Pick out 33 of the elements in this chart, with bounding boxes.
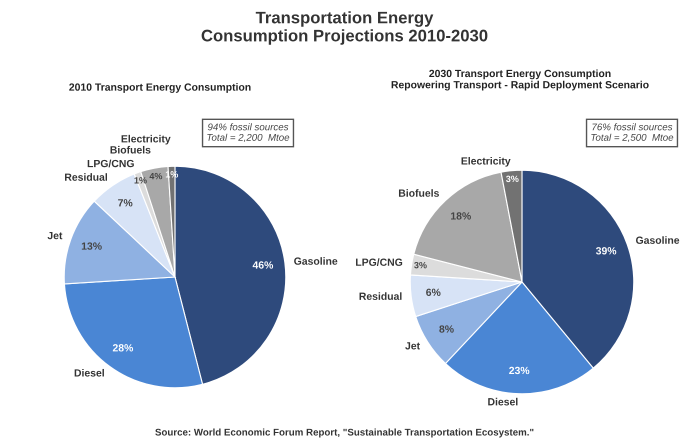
chart-subtitle: 2010 Transport Energy Consumption bbox=[69, 83, 251, 93]
slice-label: Biofuels bbox=[398, 189, 439, 197]
data-label: 39% bbox=[596, 247, 616, 255]
data-label: 18% bbox=[451, 212, 471, 220]
data-label: 1% bbox=[134, 177, 147, 184]
slice-label: Electricity bbox=[462, 156, 511, 167]
data-label: 28% bbox=[112, 344, 134, 352]
data-label: 3% bbox=[414, 262, 427, 268]
data-label: 46% bbox=[252, 261, 274, 269]
slice-label: Diesel bbox=[488, 398, 518, 406]
chart-subtitle: 2030 Transport Energy Consumption Repowering Transport - Rapid Deployment Scenario bbox=[392, 69, 649, 91]
data-label: 13% bbox=[82, 242, 102, 250]
slice-label: Jet bbox=[405, 342, 420, 350]
slice-label: Diesel bbox=[74, 368, 104, 377]
slice-label: LPG/CNG bbox=[356, 258, 402, 266]
data-label: 4% bbox=[150, 172, 162, 180]
source-note: Source: World Economic Forum Report, "Sustainable Transportation Ecosystem." bbox=[155, 428, 534, 438]
text: 76% fossil sources Total = 2,500 Mtoe bbox=[591, 123, 674, 142]
slice-label: Gasoline bbox=[636, 236, 680, 244]
slice-label: Jet bbox=[48, 232, 62, 240]
data-label: 8% bbox=[439, 325, 454, 333]
data-label: 6% bbox=[426, 288, 441, 296]
text: 94% fossil sources Total = 2,200 Mtoe bbox=[207, 123, 290, 142]
slice-label: Biofuels bbox=[110, 146, 150, 154]
data-label: 7% bbox=[118, 199, 132, 206]
data-label: 3% bbox=[506, 176, 519, 182]
slice-label: Electricity bbox=[122, 134, 171, 145]
data-label: 23% bbox=[509, 366, 530, 374]
slice-label: Residual bbox=[360, 292, 402, 300]
chart-title: Transportation Energy Consumption Projections 2010-2030 bbox=[202, 11, 488, 45]
slice-label: Residual bbox=[65, 173, 108, 181]
slice-label: Gasoline bbox=[294, 257, 338, 265]
slice-label: LPG/CNG bbox=[88, 160, 134, 168]
